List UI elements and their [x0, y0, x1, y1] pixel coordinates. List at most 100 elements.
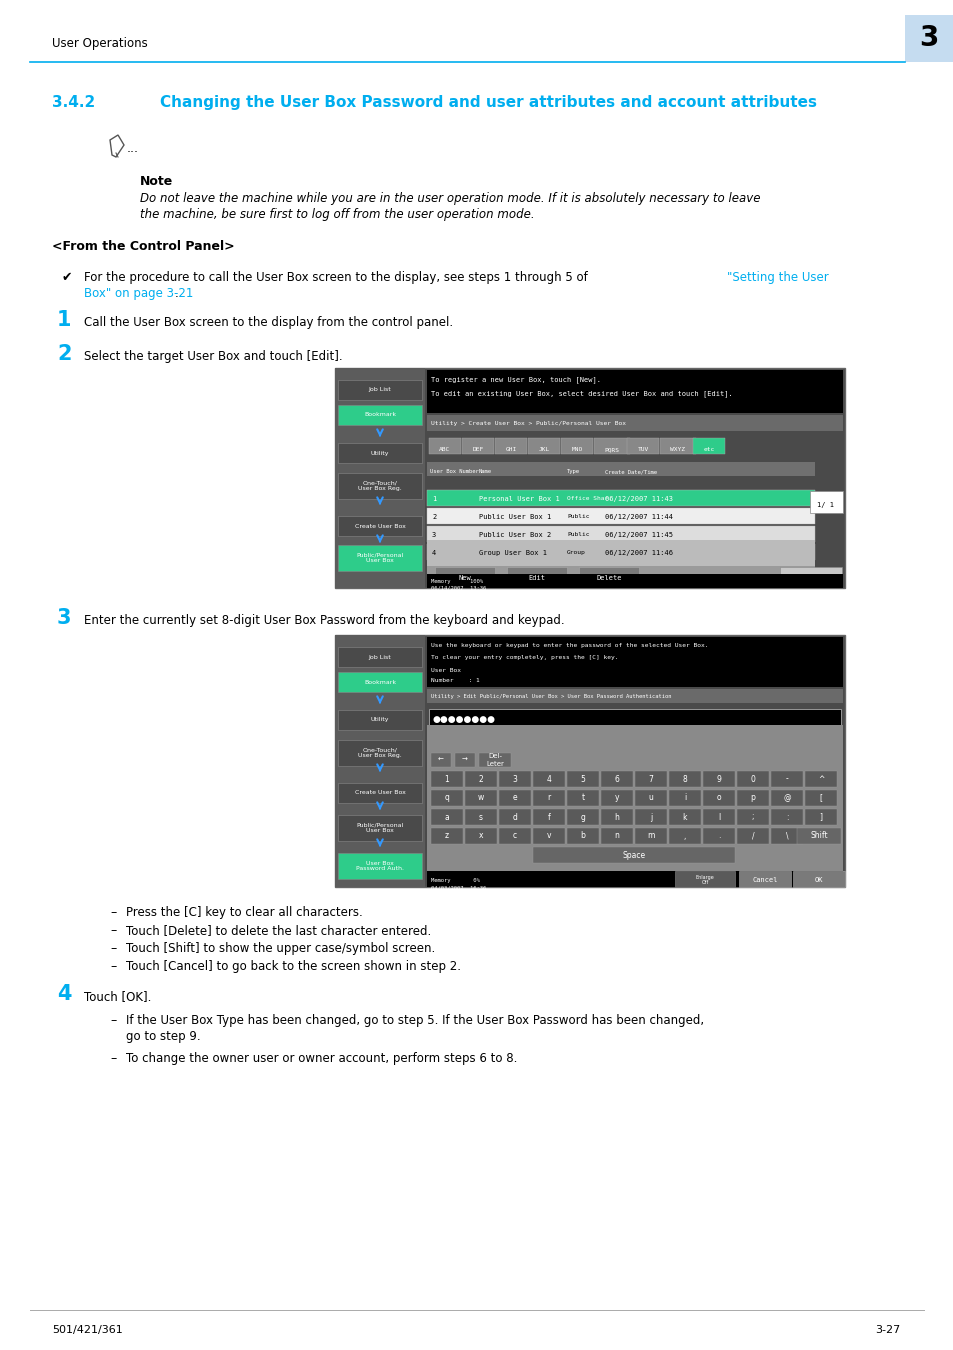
- Text: New: New: [458, 575, 471, 580]
- Text: f: f: [547, 813, 550, 822]
- Text: 06/12/2007 11:44: 06/12/2007 11:44: [604, 514, 672, 520]
- Bar: [804, 771, 836, 787]
- Text: k: k: [682, 813, 686, 822]
- Text: –: –: [110, 923, 116, 937]
- Bar: [809, 491, 842, 513]
- Bar: [337, 672, 421, 693]
- Text: 4: 4: [546, 775, 551, 783]
- Bar: [737, 790, 768, 806]
- Text: ,: ,: [683, 832, 685, 841]
- Bar: [429, 437, 460, 454]
- Bar: [427, 574, 842, 589]
- Bar: [498, 828, 531, 844]
- Bar: [337, 815, 421, 841]
- Bar: [635, 828, 666, 844]
- Text: 7: 7: [648, 775, 653, 783]
- Bar: [702, 828, 734, 844]
- Bar: [635, 809, 666, 825]
- Bar: [566, 809, 598, 825]
- Bar: [427, 508, 814, 524]
- Bar: [737, 809, 768, 825]
- Text: n: n: [614, 832, 618, 841]
- Text: 3: 3: [57, 608, 71, 628]
- Bar: [506, 567, 566, 580]
- Bar: [498, 809, 531, 825]
- Text: –: –: [110, 1014, 116, 1027]
- Bar: [427, 688, 842, 703]
- Text: –: –: [110, 960, 116, 973]
- Bar: [427, 540, 814, 566]
- Bar: [792, 871, 844, 887]
- Text: h: h: [614, 813, 618, 822]
- Bar: [770, 809, 802, 825]
- Bar: [464, 790, 497, 806]
- Bar: [668, 809, 700, 825]
- Bar: [804, 790, 836, 806]
- Text: 4: 4: [432, 549, 436, 556]
- Bar: [335, 369, 844, 589]
- Text: ...: ...: [127, 143, 139, 155]
- Bar: [337, 379, 421, 400]
- FancyBboxPatch shape: [904, 15, 953, 62]
- Text: →: →: [461, 757, 468, 763]
- Text: For the procedure to call the User Box screen to the display, see steps 1 throug: For the procedure to call the User Box s…: [84, 271, 591, 284]
- Text: 6: 6: [614, 775, 618, 783]
- Bar: [702, 790, 734, 806]
- Bar: [427, 414, 842, 431]
- Text: [: [: [819, 794, 821, 802]
- Text: c: c: [513, 832, 517, 841]
- Text: 3: 3: [919, 24, 938, 53]
- Bar: [737, 771, 768, 787]
- Text: 06/12/2007 11:46: 06/12/2007 11:46: [604, 549, 672, 556]
- Text: MNO: MNO: [571, 447, 582, 452]
- Text: Name: Name: [478, 468, 492, 474]
- Text: Public/Personal
User Box: Public/Personal User Box: [356, 822, 403, 833]
- Bar: [600, 828, 633, 844]
- Text: Public: Public: [566, 514, 589, 518]
- Text: Enlarge
Off: Enlarge Off: [695, 875, 714, 886]
- Bar: [435, 567, 495, 580]
- Text: i: i: [683, 794, 685, 802]
- Bar: [337, 545, 421, 571]
- Text: One-Touch/
User Box Reg.: One-Touch/ User Box Reg.: [357, 748, 401, 759]
- Text: Type: Type: [566, 468, 579, 474]
- Bar: [337, 853, 421, 879]
- Bar: [668, 790, 700, 806]
- Text: Public User Box 1: Public User Box 1: [478, 514, 551, 520]
- Bar: [431, 753, 451, 767]
- Bar: [796, 828, 841, 844]
- Bar: [337, 647, 421, 667]
- Text: Utility: Utility: [371, 451, 389, 455]
- Bar: [337, 443, 421, 463]
- Text: -: -: [785, 775, 787, 783]
- Bar: [780, 567, 841, 580]
- Text: To clear your entry completely, press the [C] key.: To clear your entry completely, press th…: [431, 655, 618, 660]
- Text: Note: Note: [140, 176, 173, 188]
- Bar: [337, 516, 421, 536]
- Bar: [427, 462, 814, 477]
- Bar: [770, 771, 802, 787]
- Text: Group User Box 1: Group User Box 1: [478, 549, 546, 556]
- Text: Job List: Job List: [368, 387, 391, 393]
- Bar: [737, 828, 768, 844]
- Bar: [635, 771, 666, 787]
- Text: WXYZ: WXYZ: [670, 447, 685, 452]
- Bar: [668, 771, 700, 787]
- Text: Public User Box 2: Public User Box 2: [478, 532, 551, 539]
- Text: ●●●●●●●●: ●●●●●●●●: [433, 716, 496, 724]
- Bar: [427, 725, 842, 873]
- Text: t: t: [580, 794, 584, 802]
- Bar: [427, 526, 814, 541]
- Text: Enter the currently set 8-digit User Box Password from the keyboard and keypad.: Enter the currently set 8-digit User Box…: [84, 614, 564, 626]
- Bar: [533, 809, 564, 825]
- Bar: [702, 771, 734, 787]
- Text: m: m: [647, 832, 654, 841]
- Bar: [427, 871, 842, 887]
- Text: 1: 1: [57, 310, 71, 329]
- Bar: [600, 771, 633, 787]
- Bar: [498, 771, 531, 787]
- Bar: [533, 771, 564, 787]
- Text: –: –: [110, 906, 116, 919]
- Bar: [335, 369, 424, 589]
- Text: Touch [Cancel] to go back to the screen shown in step 2.: Touch [Cancel] to go back to the screen …: [126, 960, 460, 973]
